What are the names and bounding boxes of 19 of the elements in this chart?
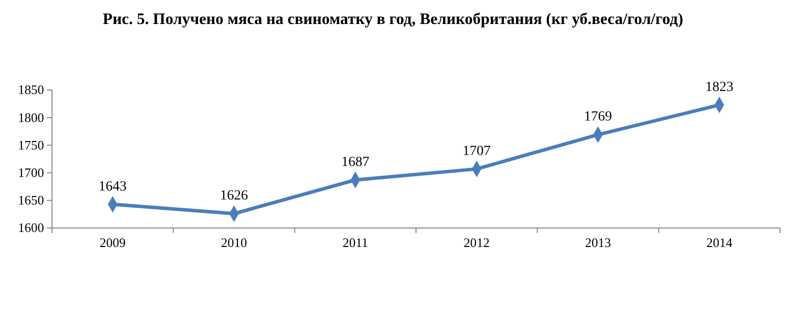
x-tick-label: 2013 — [585, 235, 611, 250]
y-tick-label: 1750 — [18, 137, 44, 152]
chart-title: Рис. 5. Получено мяса на свиноматку в год, Великобритания (кг уб.веса/гол/год) — [102, 11, 684, 28]
y-tick-label: 1850 — [18, 82, 44, 98]
x-tick-label: 2011 — [342, 235, 368, 250]
x-tick-label: 2010 — [221, 235, 247, 250]
data-label: 1687 — [341, 154, 370, 170]
y-tick-label: 1800 — [18, 110, 44, 125]
y-tick-label: 1700 — [18, 164, 44, 180]
x-tick-label: 2012 — [464, 235, 490, 250]
x-tick-label: 2009 — [100, 235, 126, 250]
data-label: 1823 — [705, 80, 734, 95]
data-label: 1769 — [584, 110, 612, 125]
x-tick-label: 2014 — [706, 235, 733, 250]
y-tick-label: 1600 — [18, 220, 44, 236]
data-label: 1626 — [220, 188, 248, 204]
y-tick-label: 1650 — [18, 192, 44, 208]
data-label: 1643 — [98, 179, 127, 194]
data-label: 1707 — [462, 144, 491, 159]
